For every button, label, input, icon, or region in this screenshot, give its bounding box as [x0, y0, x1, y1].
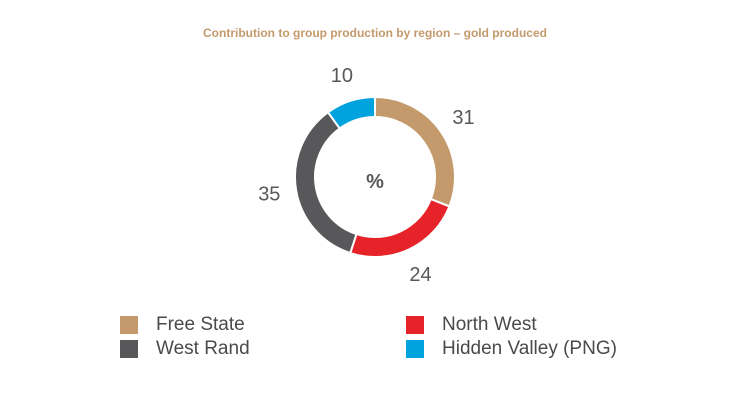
donut-chart: 31 24 35 10 % — [258, 65, 474, 286]
center-label: % — [366, 171, 384, 193]
legend-item-hidden-valley: Hidden Valley (PNG) — [406, 337, 617, 361]
donut-slices — [294, 95, 456, 258]
value-label-north-west: 24 — [409, 264, 431, 286]
legend-swatch-north-west — [406, 316, 424, 334]
legend-item-north-west: North West — [406, 313, 537, 337]
legend-item-free-state: Free State — [120, 313, 245, 337]
legend-item-west-rand: West Rand — [120, 337, 250, 361]
legend-swatch-hidden-valley — [406, 340, 424, 358]
value-labels: 31 24 35 10 — [258, 65, 474, 286]
slice-hidden-valley-png — [326, 95, 376, 130]
slice-west-rand — [294, 110, 358, 255]
chart-title: Contribution to group production by regi… — [203, 26, 547, 40]
slice-free-state — [374, 95, 456, 208]
value-label-west-rand: 35 — [258, 184, 280, 206]
value-label-hidden-valley-png: 10 — [331, 65, 353, 87]
legend-label-free-state: Free State — [156, 314, 245, 335]
legend-swatch-free-state — [120, 316, 138, 334]
legend-label-north-west: North West — [442, 314, 537, 335]
value-label-free-state: 31 — [452, 107, 474, 129]
slice-north-west — [349, 197, 451, 258]
legend-swatch-west-rand — [120, 340, 138, 358]
legend-label-hidden-valley: Hidden Valley (PNG) — [442, 338, 617, 359]
legend-label-west-rand: West Rand — [156, 338, 250, 359]
